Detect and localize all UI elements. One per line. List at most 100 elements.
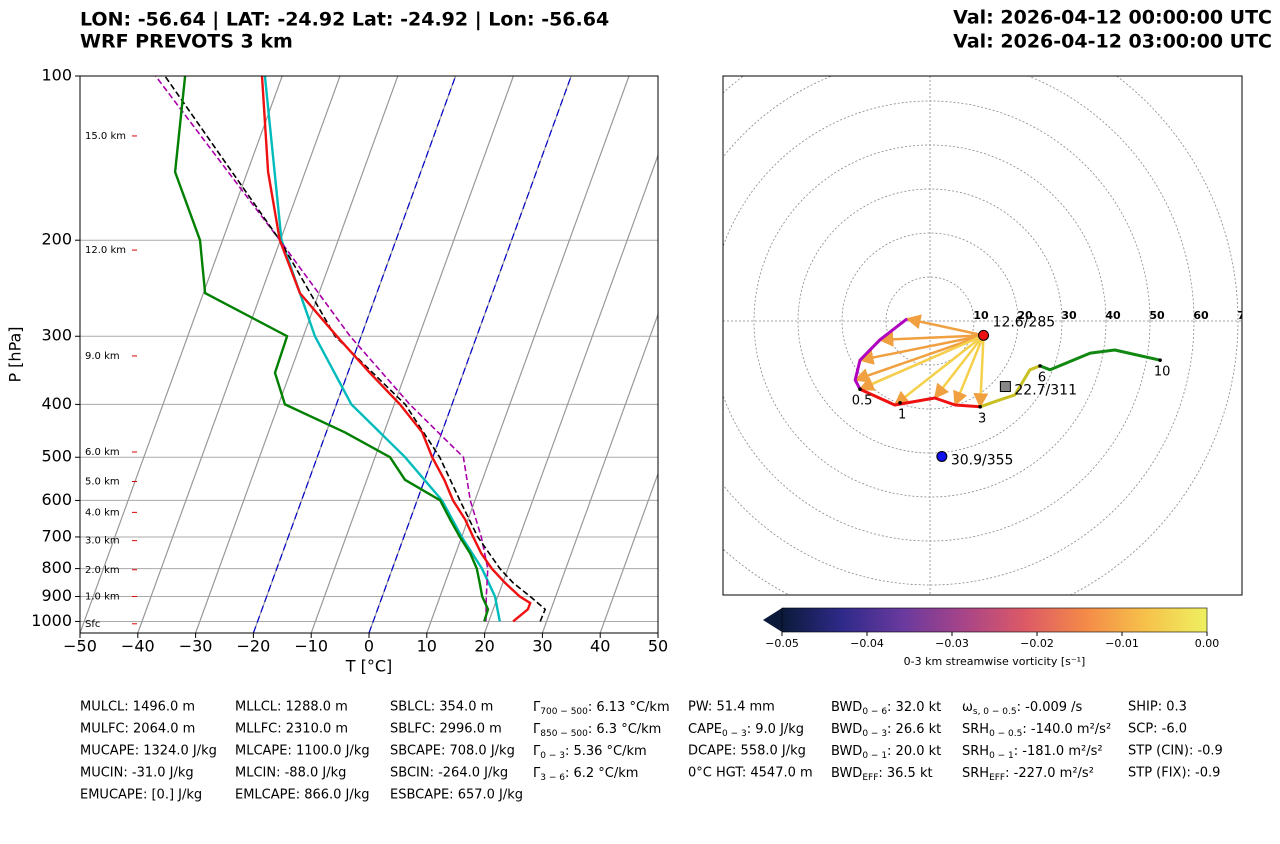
height-marker: [978, 405, 982, 409]
stat-text: MUCIN: -31.0 J/kg: [80, 766, 194, 781]
height-marker-label: 3: [978, 411, 986, 426]
stat-text: ωs, 0 − 0.5: -0.009 /s: [962, 700, 1083, 717]
vorticity-arrow: [878, 331, 984, 347]
stat-text: SBCAPE: 708.0 J/kg: [390, 744, 515, 759]
stat-part: 3 − 6: [540, 773, 565, 783]
x-axis-label: T [°C]: [345, 657, 393, 676]
profile-line: [260, 76, 532, 623]
x-tick-label: 20: [474, 637, 494, 656]
stat-part: SRH: [962, 766, 989, 781]
storm-motion-label: 30.9/355: [951, 452, 1014, 468]
skewt-frame: [79, 75, 659, 634]
header-line: Val: 2026-04-12 03:00:00 UTC: [953, 31, 1272, 53]
stat-part: : -0.009 /s: [1017, 700, 1083, 715]
stat-part: Γ: [533, 700, 541, 715]
y-tick-label: 200: [41, 230, 72, 249]
colorbar-tick-label: −0.05: [765, 637, 799, 650]
storm-motion-marker: [978, 329, 990, 341]
ring-label: 20: [1017, 309, 1033, 322]
x-tick-label: 30: [532, 637, 552, 656]
stat-part: 0 − 1: [989, 751, 1014, 761]
height-label: 6.0 km: [85, 447, 120, 458]
y-tick-label: 600: [41, 490, 72, 509]
stat-part: CAPE: [688, 722, 722, 737]
isotherm-grid-line: [368, 76, 572, 633]
height-marker: [858, 387, 862, 392]
colorbar-tick-label: 0.00: [1195, 637, 1220, 650]
x-tick-label: 0: [364, 637, 374, 656]
height-label: 4.0 km: [85, 507, 120, 518]
x-tick-label: −10: [294, 637, 328, 656]
y-tick-label: 100: [41, 66, 72, 85]
stat-part: : 36.5 kt: [878, 766, 932, 781]
ring: [723, 76, 1239, 595]
stat-part: EFF: [862, 773, 878, 783]
stat-text: Γ0 − 3: 5.36 °C/km: [533, 744, 647, 761]
header-line: Val: 2026-04-12 00:00:00 UTC: [953, 7, 1272, 29]
profile-line: [164, 76, 547, 622]
storm-motion-marker: [936, 450, 948, 462]
stat-part: : 26.6 kt: [887, 722, 941, 737]
height-label: 12.0 km: [85, 245, 126, 256]
stat-text: SCP: -6.0: [1128, 722, 1187, 737]
stat-text: SHIP: 0.3: [1128, 700, 1187, 715]
stat-part: Γ: [533, 722, 541, 737]
stat-text: MLLCL: 1288.0 m: [235, 700, 348, 715]
colorbar-tick-label: −0.01: [1105, 637, 1139, 650]
stat-text: PW: 51.4 mm: [688, 700, 775, 715]
stat-part: : 5.36 °C/km: [565, 744, 647, 759]
vorticity-arrow: [905, 314, 984, 337]
profile-line: [173, 76, 490, 622]
stat-part: ω: [962, 700, 973, 715]
isotherm-grid-line: [657, 631, 658, 633]
stat-text: SBLCL: 354.0 m: [390, 700, 493, 715]
vorticity-arrow: [973, 335, 989, 409]
storm-motion-label: 22.7/311: [1014, 383, 1077, 399]
vorticity-arrow: [953, 334, 985, 407]
x-tick-label: 50: [648, 637, 668, 656]
stat-text: MLLFC: 2310.0 m: [235, 722, 348, 737]
isotherm-grid-line: [195, 76, 399, 633]
stat-text: SBLFC: 2996.0 m: [390, 722, 502, 737]
y-tick-label: 700: [41, 526, 72, 545]
ring-label: 50: [1149, 309, 1165, 322]
stat-text: MLCIN: -88.0 J/kg: [235, 766, 346, 781]
hodograph-frame: [722, 75, 1243, 596]
x-tick-label: 10: [417, 637, 437, 656]
isotherm-grid-line: [484, 153, 658, 633]
ring-label: 70: [1237, 309, 1253, 322]
stat-part: : 6.2 °C/km: [565, 766, 638, 781]
profile-line: [154, 76, 489, 622]
y-tick-label: 800: [41, 558, 72, 577]
storm-motion-label: 12.6/285: [993, 314, 1056, 330]
x-tick-label: −50: [63, 637, 97, 656]
vorticity-arrow: [858, 334, 985, 391]
stat-part: 0 − 0.5: [989, 729, 1022, 739]
stat-part: : 6.3 °C/km: [588, 722, 661, 737]
stat-part: : -181.0 m²/s²: [1014, 744, 1103, 759]
isotherm-grid-line: [599, 472, 658, 633]
profile-line: [263, 76, 501, 622]
ring: [885, 276, 975, 366]
ring-label: 40: [1105, 309, 1121, 322]
stat-part: 0 − 6: [862, 707, 887, 717]
stat-text: MULFC: 2064.0 m: [80, 722, 195, 737]
colorbar-tick-label: −0.04: [850, 637, 884, 650]
height-label: 3.0 km: [85, 536, 120, 547]
height-marker-label: 0.5: [852, 394, 873, 409]
stat-text: MUCAPE: 1324.0 J/kg: [80, 744, 217, 759]
header-line: LON: -56.64 | LAT: -24.92 Lat: -24.92 | …: [80, 9, 609, 31]
height-label: 15.0 km: [85, 131, 126, 142]
vorticity-arrow: [893, 334, 985, 407]
stat-part: 0 − 3: [722, 729, 747, 739]
skewt-plot: 15.0 km 12.0 km 9.0 km 6.0 km 5.0 km 4.0 km 3.…: [80, 76, 658, 633]
height-marker: [898, 401, 902, 405]
stat-part: : 6.13 °C/km: [588, 700, 670, 715]
y-tick-label: 500: [41, 447, 72, 466]
x-tick-label: −40: [121, 637, 155, 656]
stat-text: 0°C HGT: 4547.0 m: [688, 766, 813, 781]
stat-text: SRHEFF: -227.0 m²/s²: [962, 766, 1094, 783]
stat-part: : -140.0 m²/s²: [1022, 722, 1111, 737]
x-tick-label: −20: [237, 637, 271, 656]
header-line: WRF PREVOTS 3 km: [80, 31, 293, 53]
